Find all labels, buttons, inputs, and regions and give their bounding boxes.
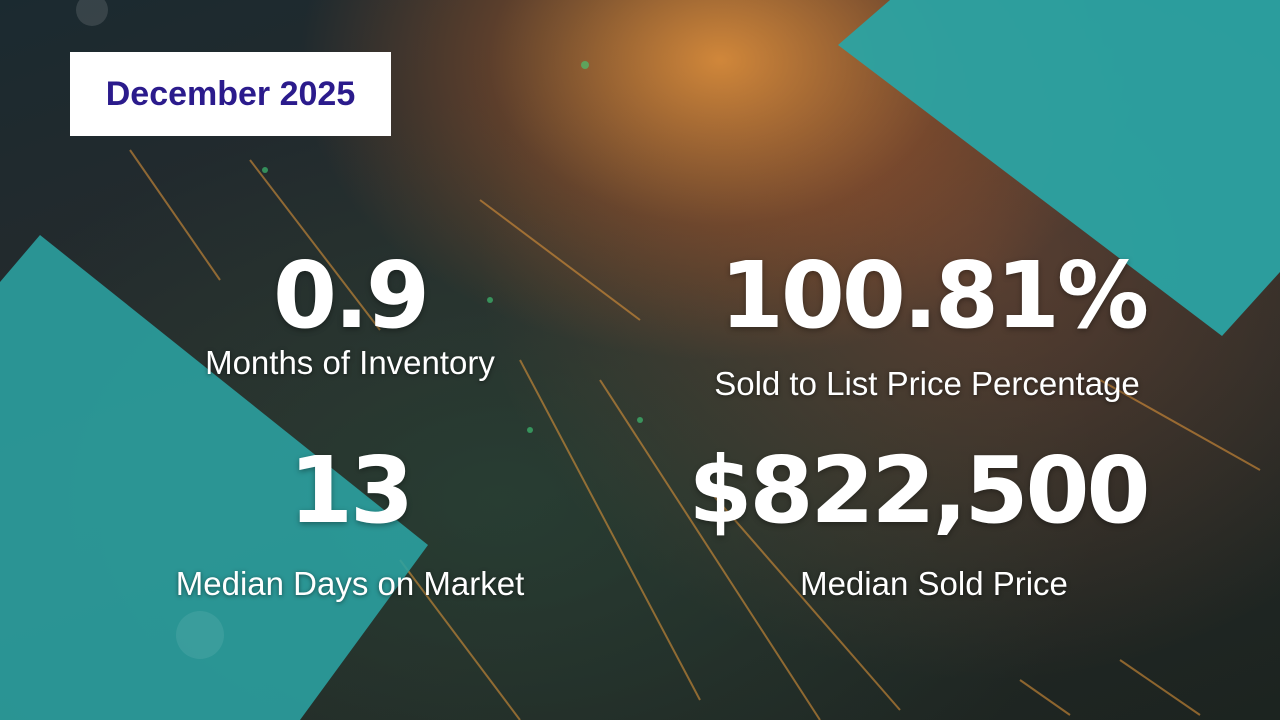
- stat-value: 100.81%: [719, 242, 1149, 349]
- teal-shape: [838, 0, 1280, 336]
- stat-label: Sold to List Price Percentage: [714, 365, 1140, 402]
- light-dots: [262, 61, 643, 433]
- bokeh: [176, 611, 224, 659]
- stat-value: 13: [288, 437, 414, 544]
- stat-label: Months of Inventory: [205, 344, 495, 381]
- stat-label: Median Days on Market: [175, 565, 525, 602]
- stat-label: Median Sold Price: [800, 565, 1068, 602]
- date-badge: December 2025: [70, 52, 391, 136]
- teal-shape: [0, 235, 428, 720]
- light-streaks: [129, 149, 1261, 720]
- stat-value: $822,500: [688, 437, 1150, 544]
- bokeh: [76, 0, 108, 26]
- stat-value: 0.9: [273, 242, 430, 349]
